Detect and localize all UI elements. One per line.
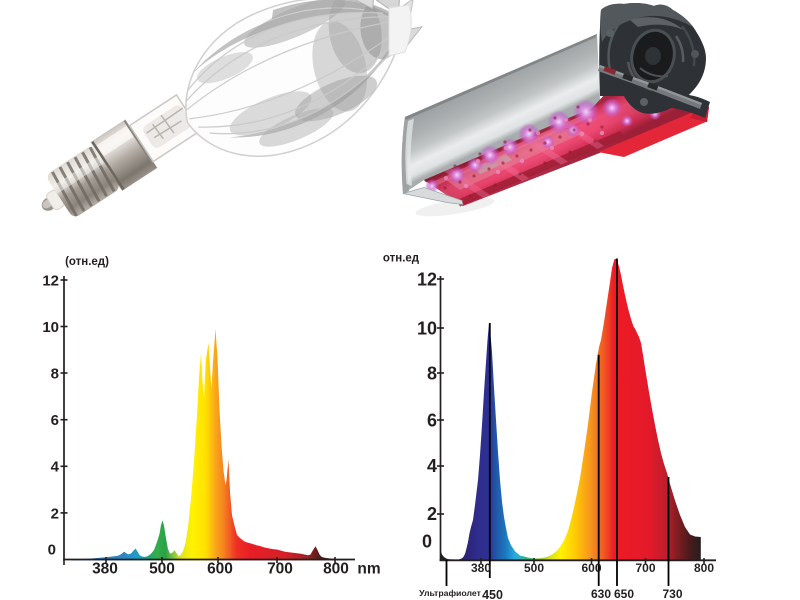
svg-text:730: 730 bbox=[662, 587, 682, 600]
svg-text:600: 600 bbox=[581, 561, 601, 575]
svg-text:500: 500 bbox=[149, 561, 175, 578]
svg-text:2: 2 bbox=[427, 504, 437, 524]
svg-text:4: 4 bbox=[51, 459, 60, 476]
svg-text:0: 0 bbox=[422, 531, 432, 551]
svg-text:800: 800 bbox=[323, 561, 349, 578]
svg-text:8: 8 bbox=[427, 363, 437, 383]
svg-text:450: 450 bbox=[482, 588, 503, 600]
svg-text:отн.ед: отн.ед bbox=[383, 253, 420, 265]
svg-text:4: 4 bbox=[427, 456, 437, 476]
svg-text:630: 630 bbox=[591, 587, 611, 600]
svg-text:Ультрафиолет: Ультрафиолет bbox=[419, 588, 481, 598]
svg-text:6: 6 bbox=[51, 412, 59, 429]
svg-text:12: 12 bbox=[42, 272, 59, 289]
svg-text:6: 6 bbox=[427, 410, 437, 430]
svg-text:8: 8 bbox=[51, 365, 59, 382]
svg-text:650: 650 bbox=[614, 587, 634, 600]
svg-text:2: 2 bbox=[51, 505, 59, 522]
svg-text:800: 800 bbox=[694, 561, 714, 575]
svg-text:10: 10 bbox=[42, 319, 59, 336]
svg-text:10: 10 bbox=[417, 318, 437, 338]
svg-text:700: 700 bbox=[635, 561, 655, 575]
svg-text:500: 500 bbox=[524, 561, 544, 575]
svg-text:700: 700 bbox=[267, 561, 293, 578]
svg-text:380: 380 bbox=[471, 561, 491, 575]
svg-text:0: 0 bbox=[48, 541, 56, 558]
svg-text:12: 12 bbox=[417, 269, 437, 289]
svg-text:(отн.ед): (отн.ед) bbox=[65, 256, 109, 268]
svg-text:380: 380 bbox=[92, 561, 118, 578]
svg-text:600: 600 bbox=[207, 561, 233, 578]
svg-text:nm: nm bbox=[357, 561, 380, 578]
